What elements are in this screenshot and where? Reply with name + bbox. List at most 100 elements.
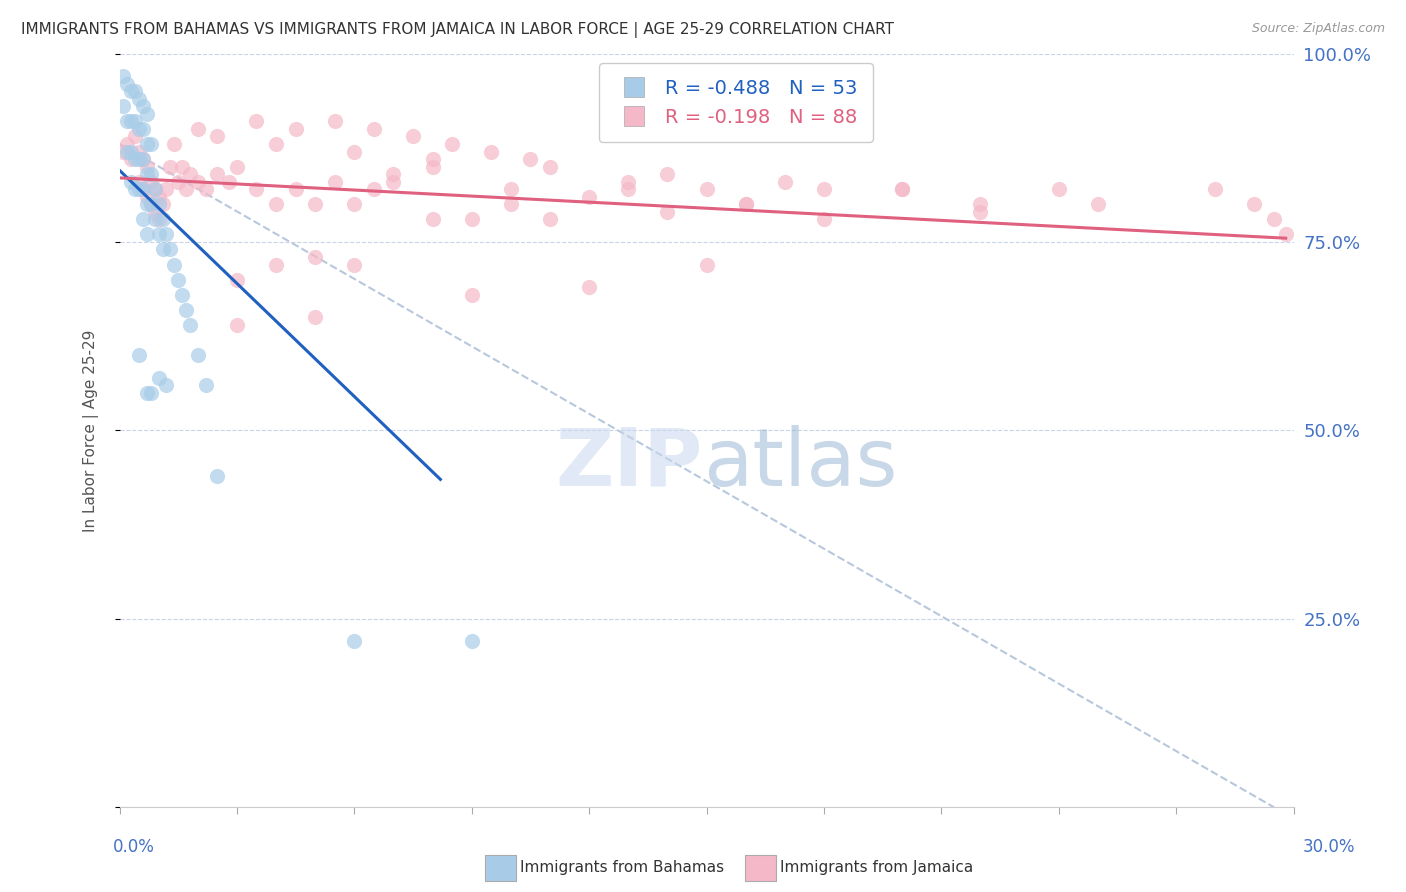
Point bbox=[245, 182, 267, 196]
Point bbox=[172, 287, 194, 301]
Point bbox=[120, 114, 142, 128]
Point bbox=[1263, 212, 1285, 227]
Point bbox=[343, 258, 366, 272]
Point bbox=[132, 212, 155, 227]
Point bbox=[891, 182, 914, 196]
Point bbox=[264, 258, 287, 272]
Point bbox=[135, 167, 157, 181]
Point bbox=[135, 190, 157, 204]
Point bbox=[112, 99, 135, 113]
Point bbox=[143, 182, 166, 196]
Point bbox=[264, 136, 287, 151]
Point bbox=[132, 152, 155, 166]
Point bbox=[155, 182, 177, 196]
Point bbox=[657, 204, 679, 219]
Point bbox=[152, 212, 174, 227]
Point bbox=[132, 182, 155, 196]
Point bbox=[139, 197, 162, 211]
Point bbox=[657, 167, 679, 181]
Point bbox=[159, 243, 181, 257]
Point bbox=[128, 182, 150, 196]
Point bbox=[139, 167, 162, 181]
Point bbox=[225, 160, 249, 174]
Point bbox=[117, 145, 139, 159]
Point bbox=[174, 182, 197, 196]
Point bbox=[143, 212, 166, 227]
Point bbox=[225, 318, 249, 332]
Point bbox=[120, 175, 142, 189]
Point bbox=[696, 182, 718, 196]
Point bbox=[179, 167, 201, 181]
Point bbox=[363, 182, 385, 196]
Point bbox=[132, 152, 155, 166]
Text: atlas: atlas bbox=[703, 425, 897, 503]
Point bbox=[132, 182, 155, 196]
Point bbox=[152, 243, 174, 257]
Point bbox=[519, 152, 541, 166]
Point bbox=[143, 182, 166, 196]
Point bbox=[148, 370, 170, 384]
Point bbox=[128, 92, 150, 106]
Point bbox=[207, 468, 229, 483]
Point bbox=[363, 122, 385, 136]
Point bbox=[284, 182, 307, 196]
Point bbox=[343, 197, 366, 211]
Point bbox=[773, 175, 796, 189]
Point bbox=[143, 204, 166, 219]
Text: Source: ZipAtlas.com: Source: ZipAtlas.com bbox=[1251, 22, 1385, 36]
Point bbox=[135, 227, 157, 242]
Point bbox=[402, 129, 425, 144]
Point bbox=[132, 122, 155, 136]
Point bbox=[284, 122, 307, 136]
Point bbox=[617, 175, 640, 189]
Point bbox=[194, 182, 217, 196]
Point bbox=[891, 182, 914, 196]
Point bbox=[135, 160, 157, 174]
Point bbox=[163, 258, 186, 272]
Legend: R = -0.488   N = 53, R = -0.198   N = 88: R = -0.488 N = 53, R = -0.198 N = 88 bbox=[599, 63, 873, 142]
Point bbox=[617, 182, 640, 196]
Point bbox=[155, 227, 177, 242]
Point bbox=[382, 167, 405, 181]
Point bbox=[734, 197, 756, 211]
Point bbox=[148, 190, 170, 204]
Point bbox=[135, 107, 157, 121]
Point bbox=[135, 136, 157, 151]
Point bbox=[187, 122, 209, 136]
Text: IMMIGRANTS FROM BAHAMAS VS IMMIGRANTS FROM JAMAICA IN LABOR FORCE | AGE 25-29 CO: IMMIGRANTS FROM BAHAMAS VS IMMIGRANTS FR… bbox=[21, 22, 894, 38]
Point bbox=[120, 152, 142, 166]
Text: 0.0%: 0.0% bbox=[112, 838, 155, 856]
Point bbox=[128, 152, 150, 166]
Point bbox=[422, 160, 444, 174]
Point bbox=[120, 145, 142, 159]
Point bbox=[172, 160, 194, 174]
Point bbox=[245, 114, 267, 128]
Point bbox=[1274, 227, 1296, 242]
Point bbox=[124, 182, 146, 196]
Point bbox=[128, 175, 150, 189]
Point bbox=[696, 258, 718, 272]
Point bbox=[135, 197, 157, 211]
Point bbox=[117, 114, 139, 128]
Point bbox=[139, 175, 162, 189]
Point bbox=[187, 175, 209, 189]
Point bbox=[1087, 197, 1109, 211]
Text: ZIP: ZIP bbox=[555, 425, 703, 503]
Point bbox=[112, 69, 135, 83]
Point bbox=[422, 152, 444, 166]
Point bbox=[139, 136, 162, 151]
Point bbox=[1243, 197, 1265, 211]
Point bbox=[152, 197, 174, 211]
Point bbox=[460, 634, 484, 648]
Point bbox=[499, 197, 522, 211]
Point bbox=[148, 212, 170, 227]
Point bbox=[225, 273, 249, 287]
Point bbox=[207, 129, 229, 144]
Point bbox=[139, 197, 162, 211]
Point bbox=[128, 122, 150, 136]
Point bbox=[117, 136, 139, 151]
Point bbox=[139, 385, 162, 400]
Point bbox=[538, 160, 561, 174]
Point bbox=[135, 385, 157, 400]
Point bbox=[117, 77, 139, 91]
